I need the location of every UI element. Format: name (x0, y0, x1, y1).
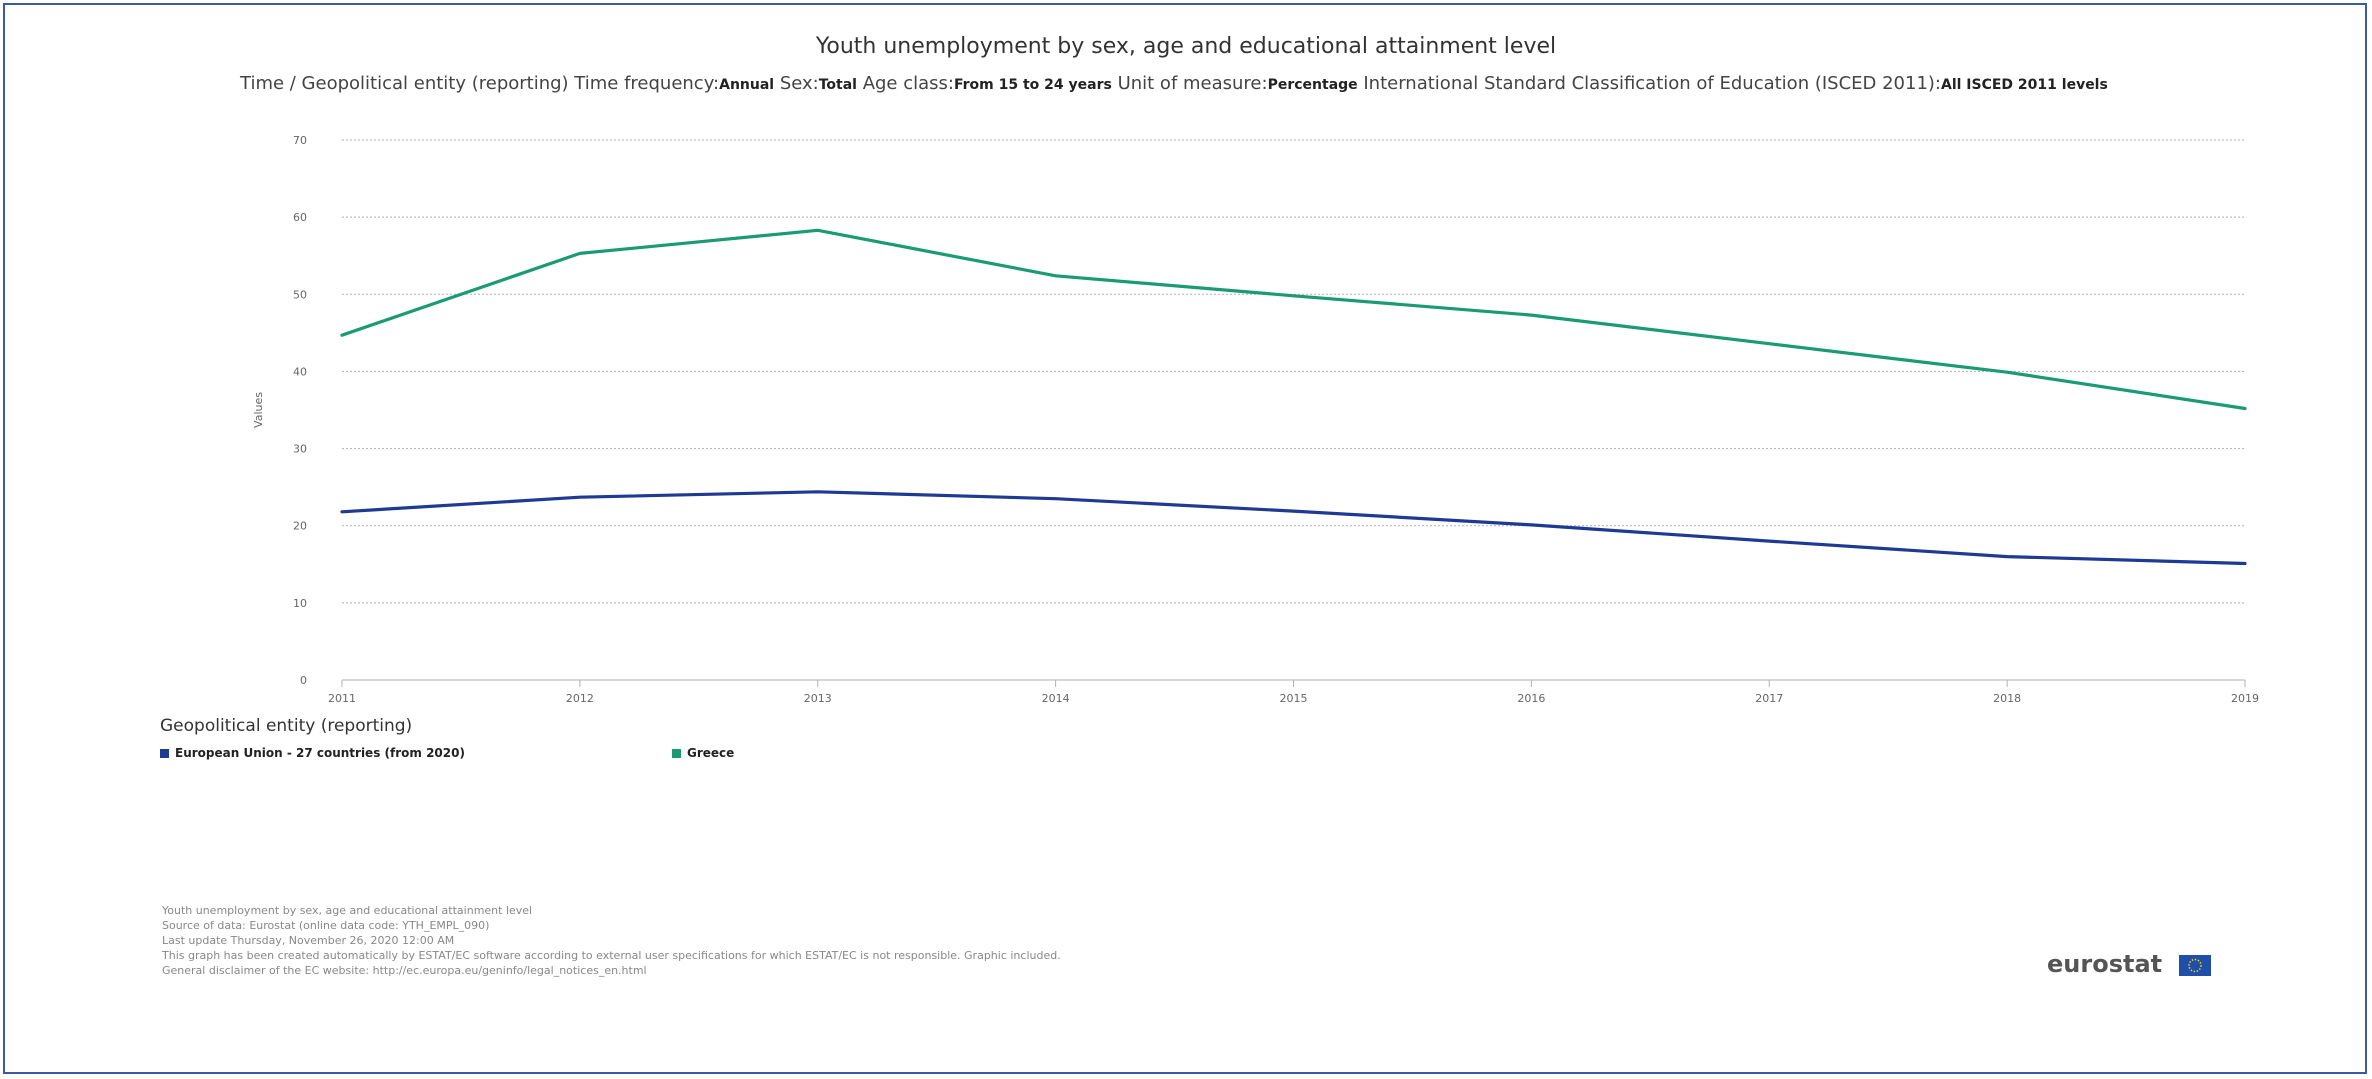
y-tick-label: 30 (293, 443, 307, 456)
legend-label-greece: Greece (687, 746, 735, 760)
x-tick-label: 2017 (1755, 692, 1783, 705)
x-tick-label: 2014 (1042, 692, 1070, 705)
subtitle-label: Sex: (774, 73, 819, 94)
chart-frame (3, 3, 2367, 1074)
chart-title: Youth unemployment by sex, age and educa… (815, 34, 1557, 59)
subtitle-value: Annual (719, 77, 775, 93)
footer-line: Youth unemployment by sex, age and educa… (162, 904, 533, 917)
subtitle-value: Percentage (1267, 77, 1358, 93)
y-tick-label: 20 (293, 520, 307, 533)
subtitle-value: From 15 to 24 years (953, 77, 1112, 93)
y-tick-label: 60 (293, 211, 307, 224)
line-chart: 0 10 20 30 40 50 60 70 2011 2012 2013 2014 2015 2016 2… (252, 134, 2259, 705)
footer-line: General disclaimer of the EC website: ht… (162, 964, 647, 977)
series-line-greece (340, 228, 2247, 411)
subtitle-label: Unit of measure: (1111, 73, 1268, 94)
legend-title: Geopolitical entity (reporting) (160, 716, 413, 736)
series-line-eu (340, 490, 2247, 566)
x-tick-label: 2015 (1280, 692, 1308, 705)
subtitle-label: Age class: (856, 73, 954, 94)
footer-line: Source of data: Eurostat (online data co… (162, 919, 490, 932)
x-tick-label: 2012 (566, 692, 594, 705)
chart-subtitle: Time / Geopolitical entity (reporting) T… (240, 74, 2140, 95)
subtitle-value: Total (818, 77, 857, 93)
x-tick-label: 2018 (1993, 692, 2021, 705)
y-tick-label: 40 (293, 365, 307, 378)
x-tick-label: 2019 (2231, 692, 2259, 705)
y-tick-label: 50 (293, 288, 307, 301)
eu-flag-icon (2179, 955, 2211, 976)
x-tick-label: 2016 (1517, 692, 1545, 705)
y-tick-label: 10 (293, 597, 307, 610)
eurostat-logo: eurostat (2047, 950, 2163, 978)
y-axis-label: Values (252, 392, 265, 428)
x-tick-label: 2011 (328, 692, 356, 705)
legend-swatch-greece (672, 749, 681, 758)
y-tick-label: 70 (293, 134, 307, 147)
subtitle-value: All ISCED 2011 levels (1941, 77, 2108, 93)
footer-line: This graph has been created automaticall… (162, 949, 1061, 962)
chart-footer: Youth unemployment by sex, age and educa… (162, 903, 1061, 978)
legend-item-greece[interactable]: Greece (672, 746, 734, 760)
footer-line: Last update Thursday, November 26, 2020 … (162, 934, 455, 947)
legend-item-eu[interactable]: European Union - 27 countries (from 2020… (160, 746, 465, 760)
legend-swatch-eu (160, 749, 169, 758)
subtitle-label: International Standard Classification of… (1357, 73, 1941, 94)
y-tick-label: 0 (300, 674, 307, 687)
x-tick-label: 2013 (804, 692, 832, 705)
subtitle-label: Time / Geopolitical entity (reporting) T… (240, 73, 720, 94)
legend-label-eu: European Union - 27 countries (from 2020… (175, 746, 465, 760)
